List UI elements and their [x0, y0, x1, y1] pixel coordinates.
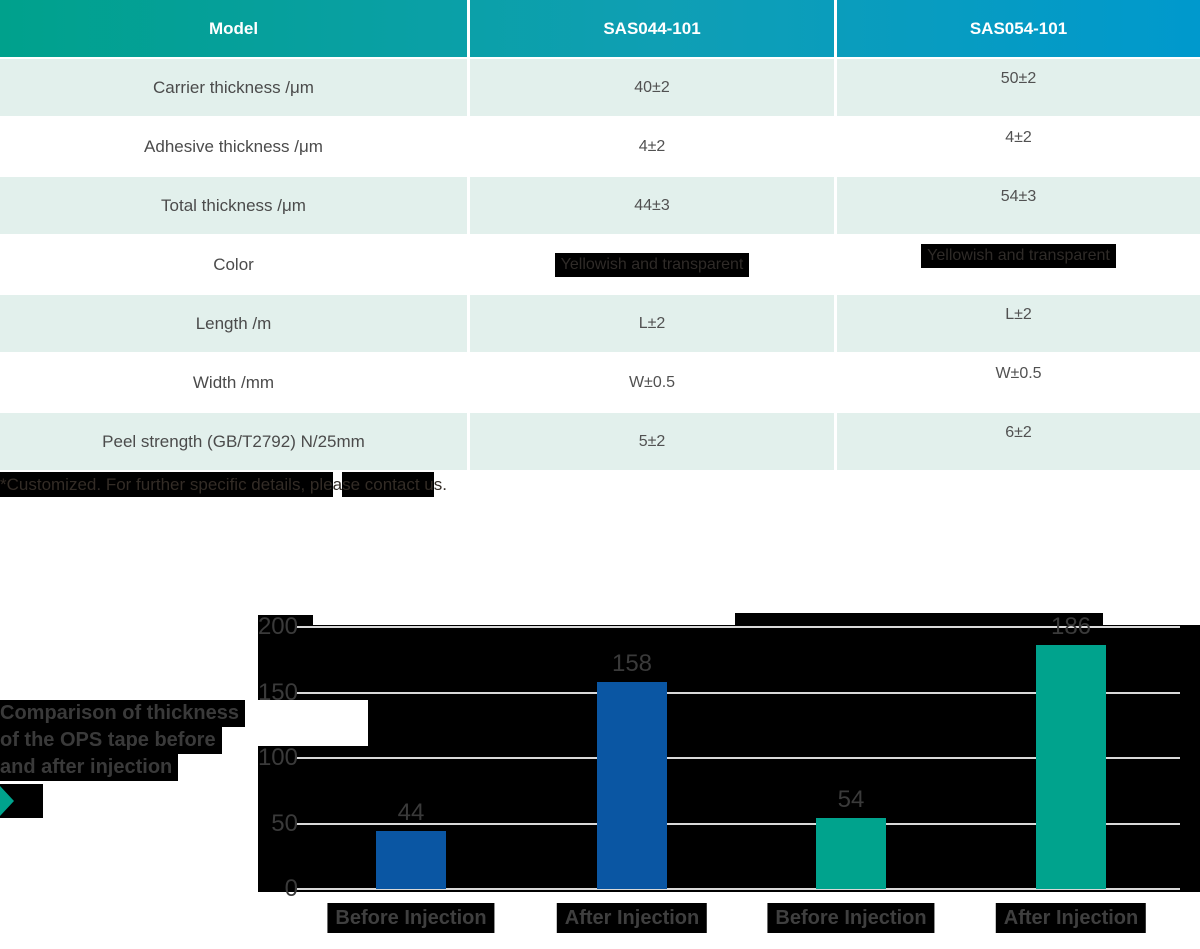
chart-title-line-2: of the OPS tape before	[0, 727, 222, 754]
value-cell-sas044: 44±3	[470, 177, 837, 234]
value-cell-sas054: 54±3	[1000, 187, 1037, 205]
bar-value-label: 158	[611, 650, 653, 678]
value-cell-sas044: 4±2	[470, 118, 837, 175]
value-cell-sas054: 4±2	[1005, 128, 1032, 146]
bar-value-label: 54	[837, 786, 865, 814]
row-label-cell: Length /m	[0, 295, 470, 352]
value-cell-sas054: W±0.5	[995, 364, 1042, 382]
highlighted-value: Yellowish and transparent	[554, 252, 750, 277]
chart-black-band-left	[258, 615, 313, 625]
bar	[376, 831, 446, 889]
gridline	[295, 757, 1180, 759]
table-row: Length /m L±2 L±2	[0, 295, 1200, 352]
chart-black-band-top	[735, 613, 1103, 625]
x-axis-category-label: Before Injection	[327, 903, 495, 933]
value-cell-sas054: 50±2	[1000, 69, 1037, 87]
table-row: Peel strength (GB/T2792) N/25mm 5±2 6±2	[0, 413, 1200, 470]
y-axis-tick-label: 100	[257, 744, 298, 771]
bar-value-label: 186	[1050, 613, 1092, 641]
gridline	[295, 626, 1180, 628]
header-cell-sas054: SAS054-101	[969, 18, 1068, 38]
bullet-box	[0, 784, 43, 818]
table-row: Total thickness /μm 44±3 54±3	[0, 177, 1200, 234]
row-label-cell: Adhesive thickness /μm	[0, 118, 470, 175]
bar	[597, 682, 667, 889]
row-label-cell: Total thickness /μm	[0, 177, 470, 234]
table-body: Carrier thickness /μm 40±2 50±2 Adhesive th…	[0, 59, 1200, 470]
row-label-cell: Carrier thickness /μm	[0, 59, 470, 116]
footnote-plain-segment: s.	[433, 475, 447, 494]
row-label-cell: Peel strength (GB/T2792) N/25mm	[0, 413, 470, 470]
y-axis-tick-label: 50	[271, 809, 298, 837]
footnote-highlight-segment: se contact u	[342, 472, 434, 497]
value-cell-sas054: 6±2	[1005, 423, 1032, 441]
table-header-row: Model SAS044-101 SAS054-101	[0, 0, 1200, 57]
table-row: Width /mm W±0.5 W±0.5	[0, 354, 1200, 411]
play-triangle-icon	[0, 786, 14, 816]
gridline	[295, 888, 1180, 890]
row-label-cell: Color	[0, 236, 470, 293]
value-cell-sas044: 40±2	[470, 59, 837, 116]
header-cell-model: Model	[0, 0, 470, 57]
table-row: Color Yellowish and transparent Yellowish …	[0, 236, 1200, 293]
value-cell-sas044: L±2	[470, 295, 837, 352]
spec-table: Model SAS044-101 SAS054-101 Carrier thic…	[0, 0, 1200, 470]
x-axis-category-label: After Injection	[556, 903, 708, 933]
bar	[816, 818, 886, 889]
value-cell-sas044: 5±2	[470, 413, 837, 470]
y-axis-tick-label: 200	[257, 613, 298, 640]
chart-title-line-1: Comparison of thickness	[0, 700, 245, 727]
chart-white-gap	[258, 700, 368, 746]
x-axis-category-label: After Injection	[995, 903, 1147, 933]
gridline	[295, 691, 1180, 694]
value-cell-sas044: Yellowish and transparent	[470, 236, 837, 293]
footnote-plain-segment: a	[332, 475, 343, 494]
value-cell-sas054: Yellowish and transparent	[837, 236, 1200, 293]
x-axis-category-label: Before Injection	[767, 903, 935, 933]
table-row: Carrier thickness /μm 40±2 50±2	[0, 59, 1200, 116]
header-cell-sas044: SAS044-101	[470, 0, 837, 57]
chart-title-line-3: and after injection	[0, 754, 179, 781]
footnote-highlight-segment: *Customized. For further specific detail…	[0, 472, 333, 497]
bar-value-label: 44	[397, 799, 425, 827]
table-row: Adhesive thickness /μm 4±2 4±2	[0, 118, 1200, 175]
y-axis-tick-label: 150	[257, 678, 298, 706]
footnote: *Customized. For further specific detail…	[0, 472, 447, 498]
highlighted-value: Yellowish and transparent	[921, 243, 1116, 268]
value-cell-sas054: L±2	[1005, 305, 1032, 323]
bar	[1036, 645, 1106, 889]
value-cell-sas044: W±0.5	[470, 354, 837, 411]
row-label-cell: Width /mm	[0, 354, 470, 411]
gridline	[295, 822, 1180, 825]
y-axis-tick-label: 0	[284, 875, 298, 902]
